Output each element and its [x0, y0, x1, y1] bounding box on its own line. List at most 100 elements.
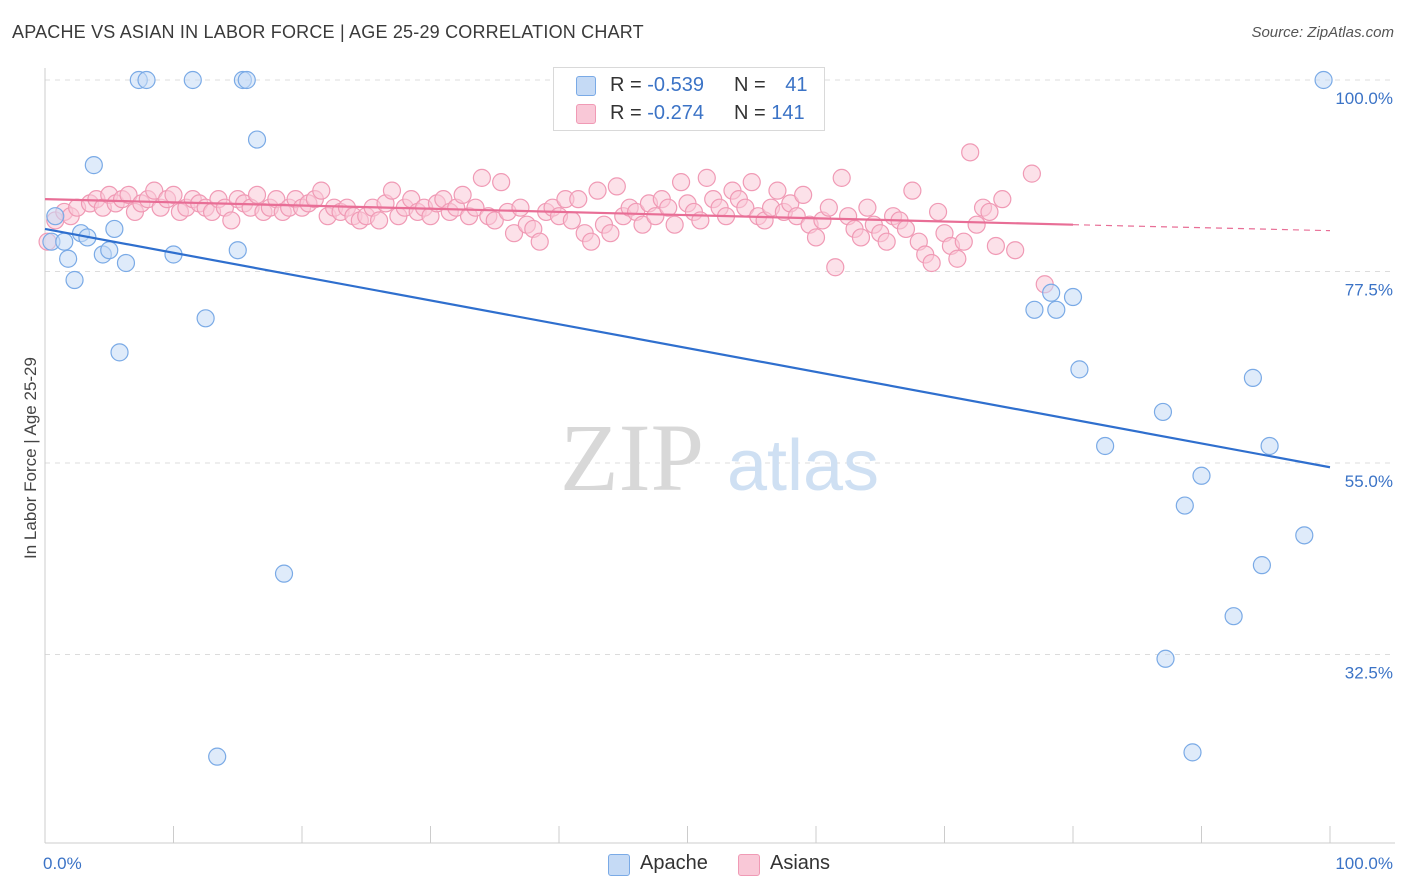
asians-points — [38, 143, 1054, 294]
axes — [44, 68, 1395, 844]
apache-point — [137, 70, 156, 90]
asians-point — [607, 177, 626, 196]
apache-point — [208, 747, 227, 766]
apache-point — [59, 249, 78, 268]
apache-point — [1175, 496, 1194, 515]
asians-point — [922, 253, 941, 273]
asians-point — [851, 228, 871, 247]
asians-point — [659, 198, 678, 217]
apache-point — [1314, 70, 1333, 90]
y-tick-label-1: 77.5% — [1345, 281, 1393, 300]
asians-point — [370, 211, 389, 230]
correlation-legend: R = -0.539 N = 41 R = -0.274 N = 141 — [553, 67, 825, 131]
apache-point — [1260, 436, 1279, 456]
asians-point — [787, 207, 806, 226]
apache-point — [1183, 743, 1202, 762]
asians-point — [511, 198, 530, 217]
asians-point — [967, 215, 986, 234]
apache-point — [1243, 368, 1263, 387]
asians-point — [1006, 241, 1025, 260]
asians-point — [485, 211, 504, 230]
tick-labels: 100.0% 77.5% 55.0% 32.5% 0.0% 100.0% — [43, 89, 1393, 873]
apache-point — [65, 270, 84, 290]
apache-point — [1096, 436, 1115, 456]
asians-n-value: 141 — [771, 102, 805, 124]
asians-point — [961, 143, 980, 162]
asians-point — [832, 168, 851, 187]
apache-point — [196, 309, 215, 328]
apache-point — [1153, 402, 1173, 422]
apache-point — [84, 156, 103, 175]
asians-point — [145, 181, 164, 200]
asians-point — [806, 228, 826, 247]
asians-point — [986, 236, 1006, 256]
apache-point — [1042, 283, 1061, 302]
apache-swatch — [576, 76, 596, 96]
asians-point — [472, 168, 491, 187]
y-tick-label-0: 100.0% — [1335, 89, 1393, 108]
asians-point — [562, 211, 581, 230]
asians-point — [164, 185, 183, 204]
legend-row-apache: R = -0.539 N = 41 — [554, 73, 824, 99]
apache-trend-line — [44, 227, 1331, 469]
asians-point — [453, 185, 472, 204]
apache-point — [1295, 526, 1314, 545]
apache-point — [1025, 300, 1044, 319]
asians-point — [119, 185, 138, 204]
apache-point — [110, 343, 129, 362]
asians-point — [312, 181, 331, 200]
apache-point — [237, 70, 256, 90]
apache-legend-swatch — [608, 854, 630, 876]
apache-point — [1156, 649, 1175, 668]
y-tick-label-2: 55.0% — [1345, 472, 1393, 491]
x-tick-label-max: 100.0% — [1335, 854, 1393, 873]
apache-point — [1224, 607, 1243, 626]
asians-point — [768, 181, 787, 200]
asians-point — [582, 232, 601, 251]
asians-point — [903, 181, 922, 200]
legend-n-label: N = — [734, 102, 766, 124]
gridlines — [45, 79, 1395, 655]
apache-point — [1070, 360, 1089, 379]
apache-point — [1063, 287, 1083, 307]
apache-point — [105, 219, 124, 239]
apache-point — [1252, 556, 1271, 575]
apache-point — [55, 232, 74, 251]
asians-r-value: -0.274 — [647, 102, 704, 124]
asians-point — [504, 224, 524, 243]
asians-point — [993, 190, 1012, 209]
asians-point — [896, 219, 916, 239]
asians-point — [954, 232, 973, 251]
apache-point — [1192, 466, 1211, 485]
asians-point — [697, 168, 716, 187]
asians-point — [928, 202, 948, 222]
apache-point — [247, 130, 267, 149]
asians-point — [826, 258, 845, 277]
watermark: ZIP atlas — [560, 404, 879, 511]
asians-point — [948, 249, 967, 268]
apache-point — [46, 207, 65, 226]
apache-n-value: 41 — [785, 74, 808, 96]
apache-legend-label: Apache — [640, 852, 708, 874]
asians-trend-extension — [1072, 224, 1331, 232]
asians-point — [742, 173, 761, 192]
asians-point — [247, 185, 267, 204]
asians-point — [646, 207, 665, 226]
apache-r-value: -0.539 — [647, 74, 704, 96]
apache-point — [1047, 300, 1066, 319]
y-axis-label: In Labor Force | Age 25-29 — [21, 357, 40, 559]
legend-row-asians: R = -0.274 N = 141 — [554, 101, 824, 127]
x-tick-label-min: 0.0% — [43, 854, 82, 873]
trend-lines — [44, 198, 1331, 469]
asians-point — [588, 181, 607, 200]
asians-point — [633, 215, 652, 234]
asians-point — [877, 232, 896, 251]
apache-points — [42, 70, 1333, 766]
asians-point — [980, 202, 999, 222]
asians-point — [858, 198, 877, 217]
apache-point — [100, 241, 119, 260]
apache-point — [116, 253, 136, 273]
watermark-zip: ZIP — [560, 404, 704, 511]
asians-point — [222, 211, 241, 230]
